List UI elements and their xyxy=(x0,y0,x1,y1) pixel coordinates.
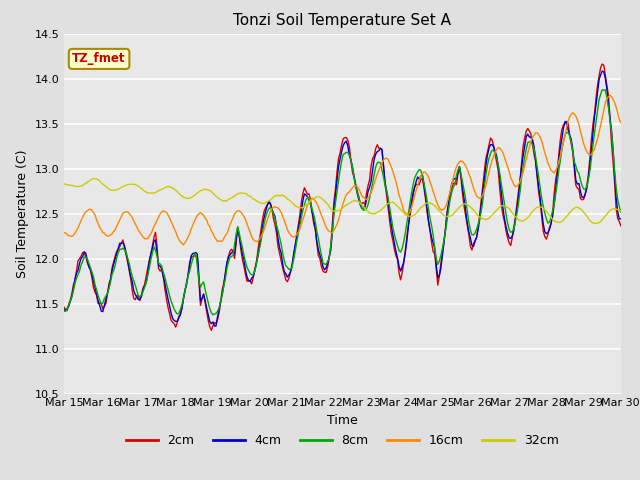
8cm xyxy=(129,274,136,279)
16cm xyxy=(588,152,595,157)
4cm xyxy=(588,149,595,155)
X-axis label: Time: Time xyxy=(327,414,358,427)
8cm xyxy=(246,271,254,276)
2cm xyxy=(207,327,215,333)
4cm xyxy=(129,279,136,285)
16cm xyxy=(246,229,254,235)
8cm xyxy=(228,253,236,259)
16cm xyxy=(255,237,263,242)
4cm xyxy=(212,323,220,329)
4cm xyxy=(255,244,263,250)
Y-axis label: Soil Temperature (C): Soil Temperature (C) xyxy=(16,149,29,278)
2cm xyxy=(305,191,313,197)
2cm xyxy=(617,223,625,228)
4cm xyxy=(246,278,254,284)
32cm xyxy=(255,200,263,205)
16cm xyxy=(305,199,313,205)
32cm xyxy=(228,195,236,201)
4cm xyxy=(60,308,68,313)
Legend: 2cm, 4cm, 8cm, 16cm, 32cm: 2cm, 4cm, 8cm, 16cm, 32cm xyxy=(122,429,563,452)
16cm xyxy=(180,242,188,248)
8cm xyxy=(588,156,595,162)
8cm xyxy=(602,87,609,93)
16cm xyxy=(606,93,614,98)
32cm xyxy=(60,181,68,187)
16cm xyxy=(129,215,136,220)
32cm xyxy=(246,193,254,199)
8cm xyxy=(60,308,68,314)
2cm xyxy=(598,61,606,67)
32cm xyxy=(305,200,313,205)
2cm xyxy=(129,288,136,293)
2cm xyxy=(228,246,236,252)
4cm xyxy=(598,68,606,74)
Text: TZ_fmet: TZ_fmet xyxy=(72,52,126,65)
16cm xyxy=(228,218,236,224)
8cm xyxy=(617,209,625,215)
Line: 32cm: 32cm xyxy=(64,179,621,223)
16cm xyxy=(617,120,625,126)
32cm xyxy=(91,176,99,181)
8cm xyxy=(305,196,313,202)
16cm xyxy=(60,229,68,235)
4cm xyxy=(617,216,625,222)
2cm xyxy=(255,237,263,242)
Line: 8cm: 8cm xyxy=(64,90,621,315)
8cm xyxy=(209,312,217,318)
32cm xyxy=(588,219,595,225)
Title: Tonzi Soil Temperature Set A: Tonzi Soil Temperature Set A xyxy=(234,13,451,28)
2cm xyxy=(588,137,595,143)
32cm xyxy=(594,220,602,226)
4cm xyxy=(305,197,313,203)
32cm xyxy=(130,181,138,187)
4cm xyxy=(228,250,236,255)
Line: 4cm: 4cm xyxy=(64,71,621,326)
8cm xyxy=(255,246,263,252)
Line: 2cm: 2cm xyxy=(64,64,621,330)
Line: 16cm: 16cm xyxy=(64,96,621,245)
32cm xyxy=(617,208,625,214)
2cm xyxy=(246,278,254,284)
2cm xyxy=(60,304,68,310)
